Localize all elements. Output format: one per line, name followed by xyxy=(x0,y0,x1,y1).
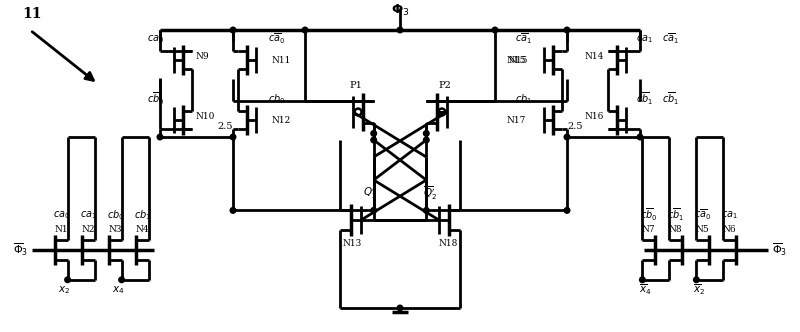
Text: N5: N5 xyxy=(696,224,710,233)
Circle shape xyxy=(371,208,377,213)
Circle shape xyxy=(564,208,570,213)
Text: $c\overline{b}_1$: $c\overline{b}_1$ xyxy=(667,207,684,223)
Text: N9: N9 xyxy=(196,51,210,60)
Text: 2.5: 2.5 xyxy=(218,122,233,130)
Text: $Q_2'$: $Q_2'$ xyxy=(363,185,377,201)
Text: $ca_1$: $ca_1$ xyxy=(636,33,653,45)
Text: $ca_0$: $ca_0$ xyxy=(147,33,164,45)
Text: $c\overline{a}_0$: $c\overline{a}_0$ xyxy=(694,208,711,222)
Text: $c\overline{b}_0$: $c\overline{b}_0$ xyxy=(640,207,658,223)
Text: $c\overline{a}_1$: $c\overline{a}_1$ xyxy=(662,32,678,46)
Text: N2: N2 xyxy=(82,224,95,233)
Text: N15: N15 xyxy=(509,55,528,64)
Circle shape xyxy=(230,27,236,33)
Circle shape xyxy=(65,277,70,283)
Circle shape xyxy=(119,277,125,283)
Text: $c\overline{b}_1$: $c\overline{b}_1$ xyxy=(636,91,653,107)
Text: $ca_1$: $ca_1$ xyxy=(80,209,97,221)
Text: P1: P1 xyxy=(349,80,362,90)
Text: P2: P2 xyxy=(438,80,451,90)
Text: $x_4$: $x_4$ xyxy=(112,284,125,296)
Text: $cb_0$: $cb_0$ xyxy=(106,208,124,222)
Text: $cb_1$: $cb_1$ xyxy=(134,208,151,222)
Circle shape xyxy=(398,27,403,33)
Text: $c\overline{a}_0$: $c\overline{a}_0$ xyxy=(268,32,285,46)
Circle shape xyxy=(564,27,570,33)
Text: N15: N15 xyxy=(507,55,526,64)
Circle shape xyxy=(398,305,403,311)
Text: N13: N13 xyxy=(342,239,362,248)
Text: $x_2$: $x_2$ xyxy=(58,284,70,296)
Text: $\overline{\Phi}_3$: $\overline{\Phi}_3$ xyxy=(13,242,28,258)
Text: $c\overline{b}_0$: $c\overline{b}_0$ xyxy=(146,91,164,107)
Circle shape xyxy=(423,130,429,136)
Circle shape xyxy=(230,208,236,213)
Circle shape xyxy=(423,137,429,143)
Circle shape xyxy=(302,27,308,33)
Text: $\mathbf{\Phi}_3$: $\mathbf{\Phi}_3$ xyxy=(390,3,410,18)
Text: 11: 11 xyxy=(22,7,42,21)
Text: $c\overline{b}_1$: $c\overline{b}_1$ xyxy=(662,91,679,107)
Circle shape xyxy=(371,137,377,143)
Text: N3: N3 xyxy=(109,224,122,233)
Text: N10: N10 xyxy=(196,112,215,121)
Circle shape xyxy=(230,134,236,140)
Text: $ca_0$: $ca_0$ xyxy=(53,209,70,221)
Text: $cb_0$: $cb_0$ xyxy=(268,92,285,106)
Text: $c\overline{a}_1$: $c\overline{a}_1$ xyxy=(515,32,532,46)
Text: N12: N12 xyxy=(272,116,291,124)
Text: N6: N6 xyxy=(723,224,737,233)
Text: $\overline{x}_4$: $\overline{x}_4$ xyxy=(639,283,652,297)
Text: N4: N4 xyxy=(135,224,149,233)
Text: N16: N16 xyxy=(585,112,604,121)
Circle shape xyxy=(492,27,498,33)
Text: $\overline{Q}_2'$: $\overline{Q}_2'$ xyxy=(422,184,437,202)
Text: N1: N1 xyxy=(54,224,68,233)
Text: N8: N8 xyxy=(669,224,682,233)
Text: $cb_1$: $cb_1$ xyxy=(515,92,532,106)
Text: $\overline{\Phi}_3$: $\overline{\Phi}_3$ xyxy=(772,242,787,258)
Circle shape xyxy=(371,130,377,136)
Circle shape xyxy=(158,134,163,140)
Circle shape xyxy=(638,134,643,140)
Circle shape xyxy=(423,208,429,213)
Text: N18: N18 xyxy=(438,239,458,248)
Text: N17: N17 xyxy=(507,116,526,124)
Circle shape xyxy=(640,277,645,283)
Text: N7: N7 xyxy=(642,224,655,233)
Text: N14: N14 xyxy=(585,51,604,60)
Text: $ca_1$: $ca_1$ xyxy=(722,209,738,221)
Circle shape xyxy=(564,134,570,140)
Text: $\overline{x}_2$: $\overline{x}_2$ xyxy=(694,283,706,297)
Circle shape xyxy=(694,277,699,283)
Text: 2.5: 2.5 xyxy=(567,122,582,130)
Text: N11: N11 xyxy=(272,55,291,64)
